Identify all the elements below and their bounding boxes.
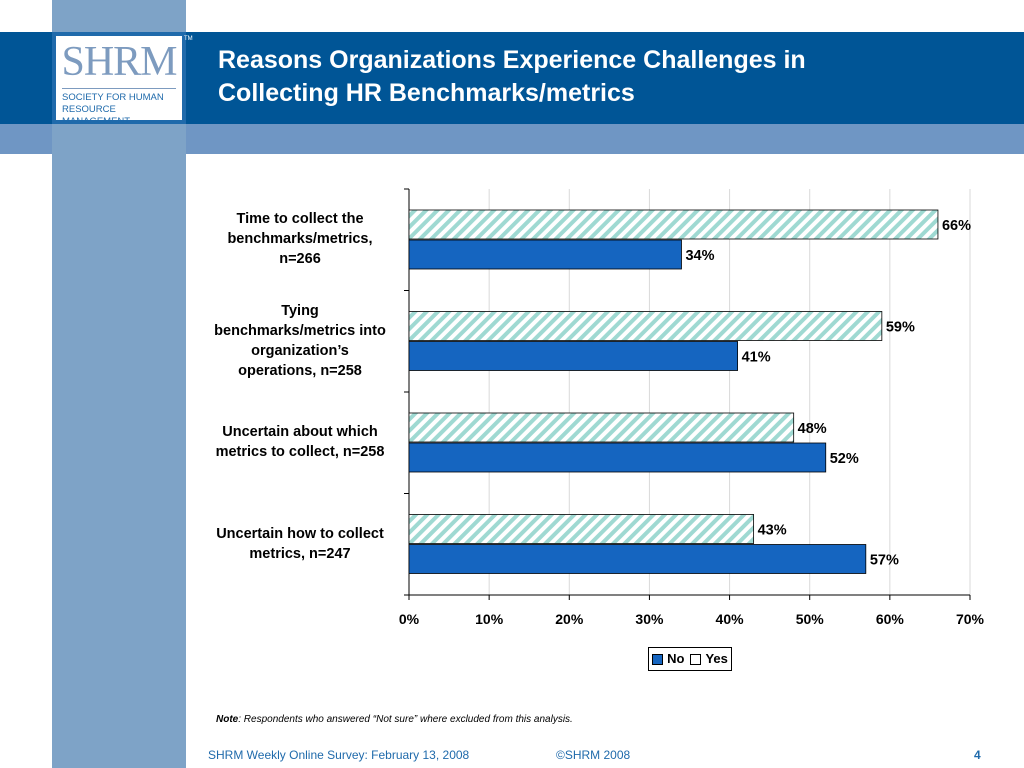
logo-text: SOCIETY FOR HUMAN RESOURCE MANAGEMENT — [62, 92, 180, 128]
category-label: Time to collect the benchmarks/metrics, n=… — [200, 209, 400, 269]
bar-yes — [408, 514, 755, 544]
x-tick-label: 70% — [956, 611, 985, 627]
logo-text-line2: RESOURCE MANAGEMENT — [62, 104, 131, 127]
data-label-yes: 66% — [942, 218, 971, 234]
bar-no — [408, 239, 682, 270]
x-tick-label: 60% — [876, 611, 905, 627]
data-label-no: 34% — [685, 248, 714, 264]
bar-yes — [408, 412, 795, 443]
category-label-line: benchmarks/metrics into — [214, 322, 386, 339]
category-label: Tying benchmarks/metrics into organization… — [200, 301, 400, 381]
slide-title-line2: Collecting HR Benchmarks/metrics — [218, 79, 635, 107]
legend-label-no: No — [667, 651, 685, 666]
data-label-yes: 59% — [886, 320, 915, 336]
logo-rule — [62, 88, 176, 89]
logo-text-line1: SOCIETY FOR HUMAN — [62, 92, 164, 103]
bar-no — [408, 442, 827, 473]
legend-swatch-no — [652, 653, 664, 665]
logo-inner: SHRM SOCIETY FOR HUMAN RESOURCE MANAGEME… — [56, 36, 182, 127]
category-label: Uncertain about which metrics to collect,… — [200, 422, 400, 462]
footer-page-number: 4 — [974, 748, 981, 762]
category-label-line: benchmarks/metrics, — [227, 231, 373, 247]
slide-title-line1: Reasons Organizations Experience Challen… — [218, 46, 806, 74]
x-tick-label: 10% — [475, 611, 504, 627]
footnote-label: Note — [216, 714, 239, 725]
legend-label-yes: Yes — [705, 651, 728, 666]
slide-title: Reasons Organizations Experience Challen… — [218, 44, 958, 110]
x-tick-label: 30% — [635, 611, 664, 627]
footnote-text: : Respondents who answered “Not sure” wh… — [238, 714, 573, 725]
category-label-line: metrics to collect, n=258 — [215, 444, 385, 460]
legend-swatch-yes — [690, 653, 702, 665]
category-label-line: Uncertain about which — [222, 424, 378, 440]
category-label-line: Uncertain how to collect — [216, 525, 384, 542]
x-tick-label: 0% — [399, 611, 420, 627]
data-label-yes: 43% — [758, 523, 787, 539]
category-label-line: organization’s — [251, 342, 349, 359]
side-bar — [52, 0, 186, 768]
footer-source: SHRM Weekly Online Survey: February 13, … — [208, 748, 470, 762]
shrm-logo: SHRM SOCIETY FOR HUMAN RESOURCE MANAGEME… — [52, 32, 193, 127]
category-label-line: Time to collect the — [236, 211, 364, 227]
bar-no — [408, 341, 738, 371]
x-tick-label: 40% — [716, 611, 745, 627]
chart-legend: No Yes — [648, 647, 732, 671]
category-label-line: operations, n=258 — [238, 362, 362, 379]
data-label-yes: 48% — [798, 421, 827, 437]
category-label-line: n=266 — [279, 251, 321, 267]
logo-trademark: TM — [184, 36, 193, 42]
category-label-line: Tying — [281, 302, 319, 319]
footnote: Note: Respondents who answered “Not sure… — [216, 714, 573, 725]
logo-mark: SHRM — [61, 39, 177, 85]
footer-copyright: ©SHRM 2008 — [556, 748, 631, 762]
data-label-no: 52% — [830, 451, 859, 467]
data-label-no: 57% — [870, 553, 899, 569]
bar-yes — [408, 209, 939, 240]
data-label-no: 41% — [742, 350, 771, 366]
bar-yes — [408, 311, 883, 341]
category-label-line: metrics, n=247 — [249, 545, 351, 562]
x-tick-label: 50% — [796, 611, 825, 627]
x-tick-label: 20% — [555, 611, 584, 627]
category-label: Uncertain how to collect metrics, n=247 — [200, 524, 400, 564]
bar-no — [408, 544, 867, 574]
